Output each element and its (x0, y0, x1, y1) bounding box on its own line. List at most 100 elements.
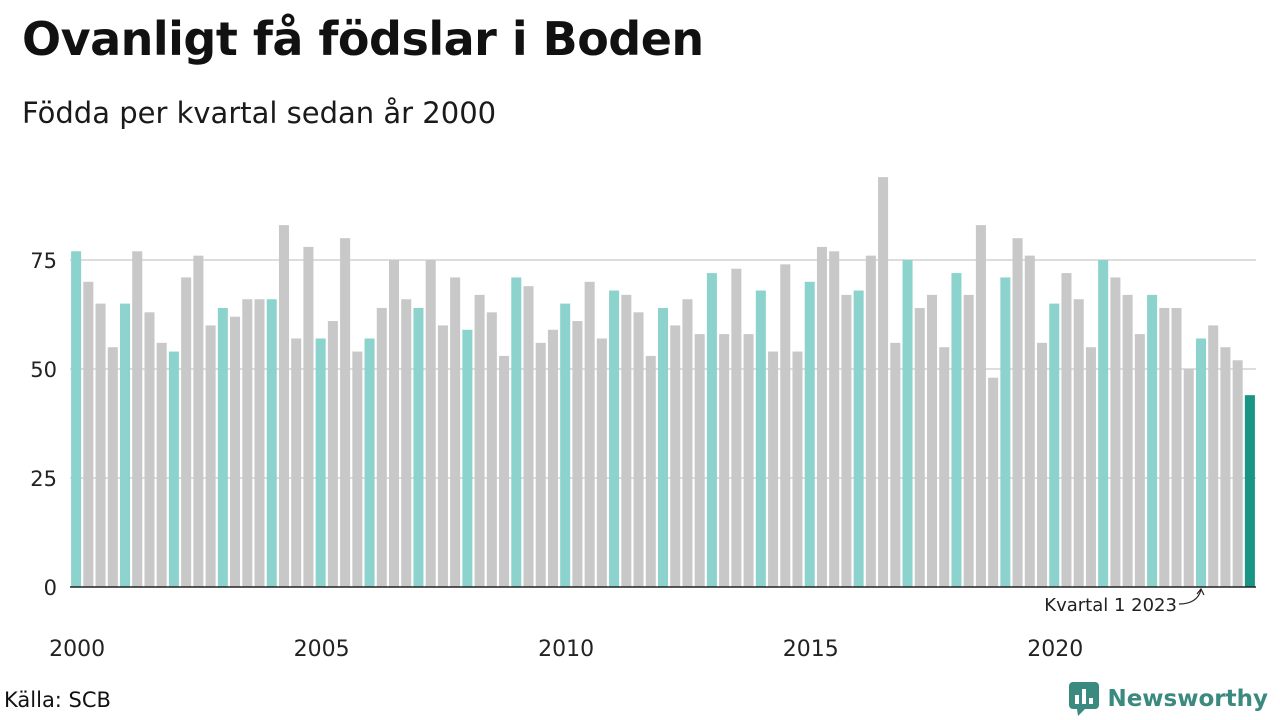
bar (168, 351, 179, 587)
bar (364, 338, 375, 587)
bar (988, 377, 999, 587)
bar (951, 273, 962, 587)
bar (755, 290, 766, 587)
y-tick-label: 75 (30, 249, 57, 273)
bar (1208, 325, 1219, 587)
bar (804, 281, 815, 587)
bar (1122, 294, 1133, 587)
bar (389, 260, 400, 587)
bar (242, 299, 253, 587)
bar (547, 329, 558, 587)
chart-title: Ovanligt få födslar i Boden (22, 12, 704, 66)
brand-name: Newsworthy (1107, 686, 1268, 712)
bar (462, 329, 473, 587)
bar (914, 307, 925, 587)
bar (816, 246, 827, 588)
x-tick-label: 2020 (1027, 637, 1083, 662)
bar (1232, 360, 1243, 587)
bar (1110, 277, 1121, 587)
bar (1073, 299, 1084, 587)
bar (181, 277, 192, 587)
bar (144, 312, 155, 587)
bar (829, 251, 840, 587)
bar (890, 342, 901, 587)
bar (1134, 334, 1145, 587)
bar (841, 294, 852, 587)
y-tick-label: 25 (30, 467, 57, 491)
chart-subtitle: Födda per kvartal sedan år 2000 (22, 96, 497, 130)
bar (376, 307, 387, 587)
bar (254, 299, 265, 587)
annotation-arrowhead (1196, 587, 1205, 596)
bar (535, 342, 546, 587)
bar (450, 277, 461, 587)
brand[interactable]: Newsworthy (1069, 682, 1268, 716)
bar (645, 355, 656, 587)
bar (1061, 273, 1072, 587)
bar (193, 255, 204, 587)
bar-chart: 0 25 50 75 2000 2005 2010 2015 2020 Kvartal 1 202… (30, 177, 1256, 662)
bar (1037, 342, 1048, 587)
bar (609, 290, 620, 587)
bar (217, 307, 228, 587)
bar (963, 294, 974, 587)
x-tick-label: 2010 (538, 637, 594, 662)
bar (1171, 307, 1182, 587)
bar (327, 321, 338, 587)
bar (572, 321, 583, 587)
bar (902, 260, 913, 587)
bar (780, 264, 791, 587)
bar (1147, 294, 1158, 587)
bar (523, 286, 534, 587)
bar (792, 351, 803, 587)
annotation-label: Kvartal 1 2023 (1044, 595, 1177, 616)
annotation-arrow (1178, 589, 1202, 605)
bar (719, 334, 730, 587)
bar (413, 307, 424, 587)
bar (474, 294, 485, 587)
bar (670, 325, 681, 587)
bar (401, 299, 412, 587)
bar (1000, 277, 1011, 587)
bar (1244, 395, 1255, 587)
bar (939, 347, 950, 587)
x-tick-label: 2000 (49, 637, 105, 662)
bar (437, 325, 448, 587)
bar (278, 225, 289, 587)
bar (266, 299, 277, 587)
bar (865, 255, 876, 587)
bar (95, 303, 106, 587)
bar (1183, 369, 1194, 587)
bar (1085, 347, 1096, 587)
bar (511, 277, 522, 587)
bar (633, 312, 644, 587)
bar (878, 177, 889, 587)
bar (853, 290, 864, 587)
bar (425, 260, 436, 587)
bar (560, 303, 571, 587)
bar (303, 246, 314, 588)
bar (596, 338, 607, 587)
source-note: Källa: SCB (4, 688, 111, 712)
bar (340, 238, 351, 587)
newsworthy-logo-icon (1069, 682, 1100, 716)
bar (120, 303, 131, 587)
bar (1220, 347, 1231, 587)
x-tick-label: 2015 (783, 637, 839, 662)
bar (975, 225, 986, 587)
bar (1159, 307, 1170, 587)
bar (1012, 238, 1023, 587)
bar (156, 342, 167, 587)
bar (682, 299, 693, 587)
bar (743, 334, 754, 587)
bar (1195, 338, 1206, 587)
bar (584, 281, 595, 587)
bar (83, 281, 94, 587)
y-tick-label: 0 (44, 576, 57, 600)
bar (132, 251, 143, 587)
bar (706, 273, 717, 587)
bar (1098, 260, 1109, 587)
bar (291, 338, 302, 587)
bar (657, 307, 669, 587)
bar (499, 355, 510, 587)
